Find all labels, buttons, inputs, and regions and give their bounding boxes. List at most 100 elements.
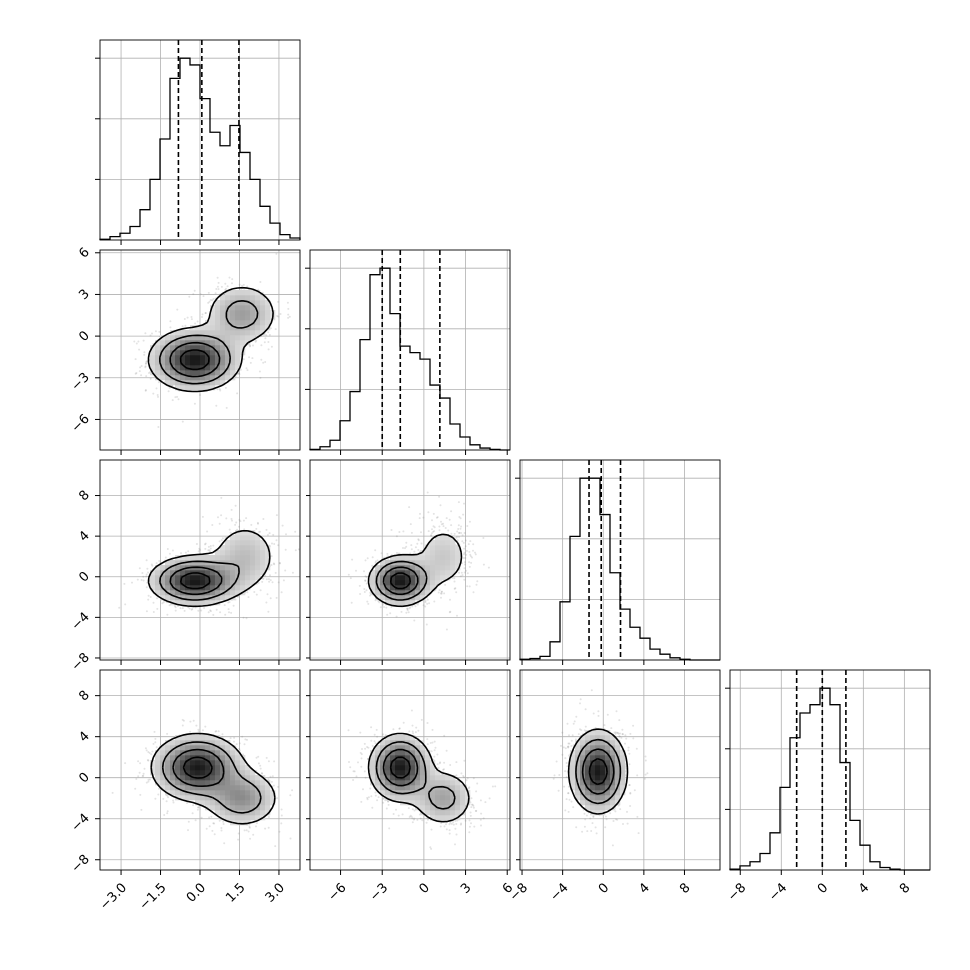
density-cell [440, 560, 446, 566]
scatter-point [212, 544, 215, 547]
scatter-point [212, 613, 215, 616]
density-cell [185, 355, 191, 361]
scatter-point [134, 787, 137, 790]
density-cell [255, 320, 261, 326]
scatter-point [456, 535, 459, 538]
density-cell [180, 375, 186, 381]
scatter-point [279, 313, 282, 315]
density-cell [205, 590, 211, 596]
scatter-point [151, 750, 154, 753]
scatter-point [139, 793, 142, 796]
scatter-point [277, 581, 280, 584]
density-cell [255, 555, 261, 561]
density-cell [395, 580, 401, 586]
density-cell [230, 580, 236, 586]
scatter-point [438, 495, 441, 498]
density-cell [215, 380, 221, 386]
scatter-point [134, 358, 137, 361]
density-cell [235, 585, 241, 591]
density-cell [200, 350, 206, 356]
density-cell [220, 315, 226, 321]
scatter-point [265, 334, 268, 337]
scatter-point [193, 402, 196, 405]
density-cell [225, 315, 231, 321]
scatter-point [377, 600, 380, 603]
scatter-point [244, 738, 247, 741]
scatter-point [269, 579, 272, 582]
density-cell [420, 560, 426, 566]
scatter-point [430, 532, 433, 535]
scatter-point [138, 348, 141, 351]
density-cell [175, 360, 181, 366]
scatter-point [404, 547, 406, 550]
density-cell [410, 565, 416, 571]
scatter-point [450, 510, 453, 513]
scatter-point [144, 332, 147, 335]
density-cell [230, 555, 236, 561]
density-cell [210, 375, 216, 381]
density-cell [210, 565, 216, 571]
density-cell [220, 300, 226, 306]
scatter-point [444, 583, 447, 586]
scatter-point [364, 579, 367, 582]
scatter-point [422, 604, 425, 607]
scatter-point [191, 812, 194, 815]
density-cell [185, 335, 191, 341]
density-cell [245, 335, 251, 341]
scatter-point [474, 553, 477, 556]
scatter-point [224, 536, 227, 539]
scatter-point [164, 556, 167, 559]
scatter-point [142, 575, 145, 578]
density-cell [235, 310, 241, 316]
density-cell [215, 305, 221, 311]
histogram-panel-2 [305, 249, 511, 451]
scatter-point [405, 611, 408, 614]
density-cell [230, 370, 236, 376]
scatter-point [243, 528, 246, 531]
density-cell [380, 585, 386, 591]
scatter-point [466, 572, 469, 575]
scatter-point [267, 348, 270, 351]
density-cell [440, 555, 446, 561]
density-cell [250, 575, 256, 581]
scatter-point [386, 613, 389, 616]
scatter-point [459, 517, 462, 520]
density-cell [170, 575, 176, 581]
density-cell [445, 555, 451, 561]
density-cell [215, 370, 221, 376]
density-cell [225, 320, 231, 326]
density-cell [175, 560, 181, 566]
density-cell [210, 320, 216, 326]
scatter-point [416, 603, 419, 606]
scatter-point [458, 571, 460, 574]
scatter-point [297, 548, 300, 551]
density-cell [190, 380, 196, 386]
density-cell [160, 575, 166, 581]
density-cell [175, 375, 181, 381]
density-cell [435, 570, 441, 576]
contour-level-2 [375, 560, 428, 601]
scatter-point [220, 496, 223, 499]
scatter-point [230, 611, 233, 614]
scatter-point [217, 281, 220, 284]
density-cell [185, 370, 191, 376]
scatter-point [242, 616, 245, 619]
scatter-point [140, 808, 143, 811]
density-cell [390, 565, 396, 571]
scatter-point [154, 737, 157, 740]
scatter-point [463, 571, 466, 574]
density-cell [165, 360, 171, 366]
density-cell [250, 315, 256, 321]
histogram-panel-1 [95, 39, 301, 241]
histogram-frame-2 [309, 249, 511, 451]
scatter-point [209, 545, 212, 547]
scatter-point [271, 775, 274, 778]
scatter-point [278, 562, 281, 564]
scatter-point [145, 360, 148, 363]
density-cell [250, 290, 256, 296]
density-cell [245, 530, 251, 536]
density-cell [200, 360, 206, 366]
density-cell [260, 295, 266, 301]
density-cell [190, 355, 196, 361]
density-cell [415, 595, 421, 601]
